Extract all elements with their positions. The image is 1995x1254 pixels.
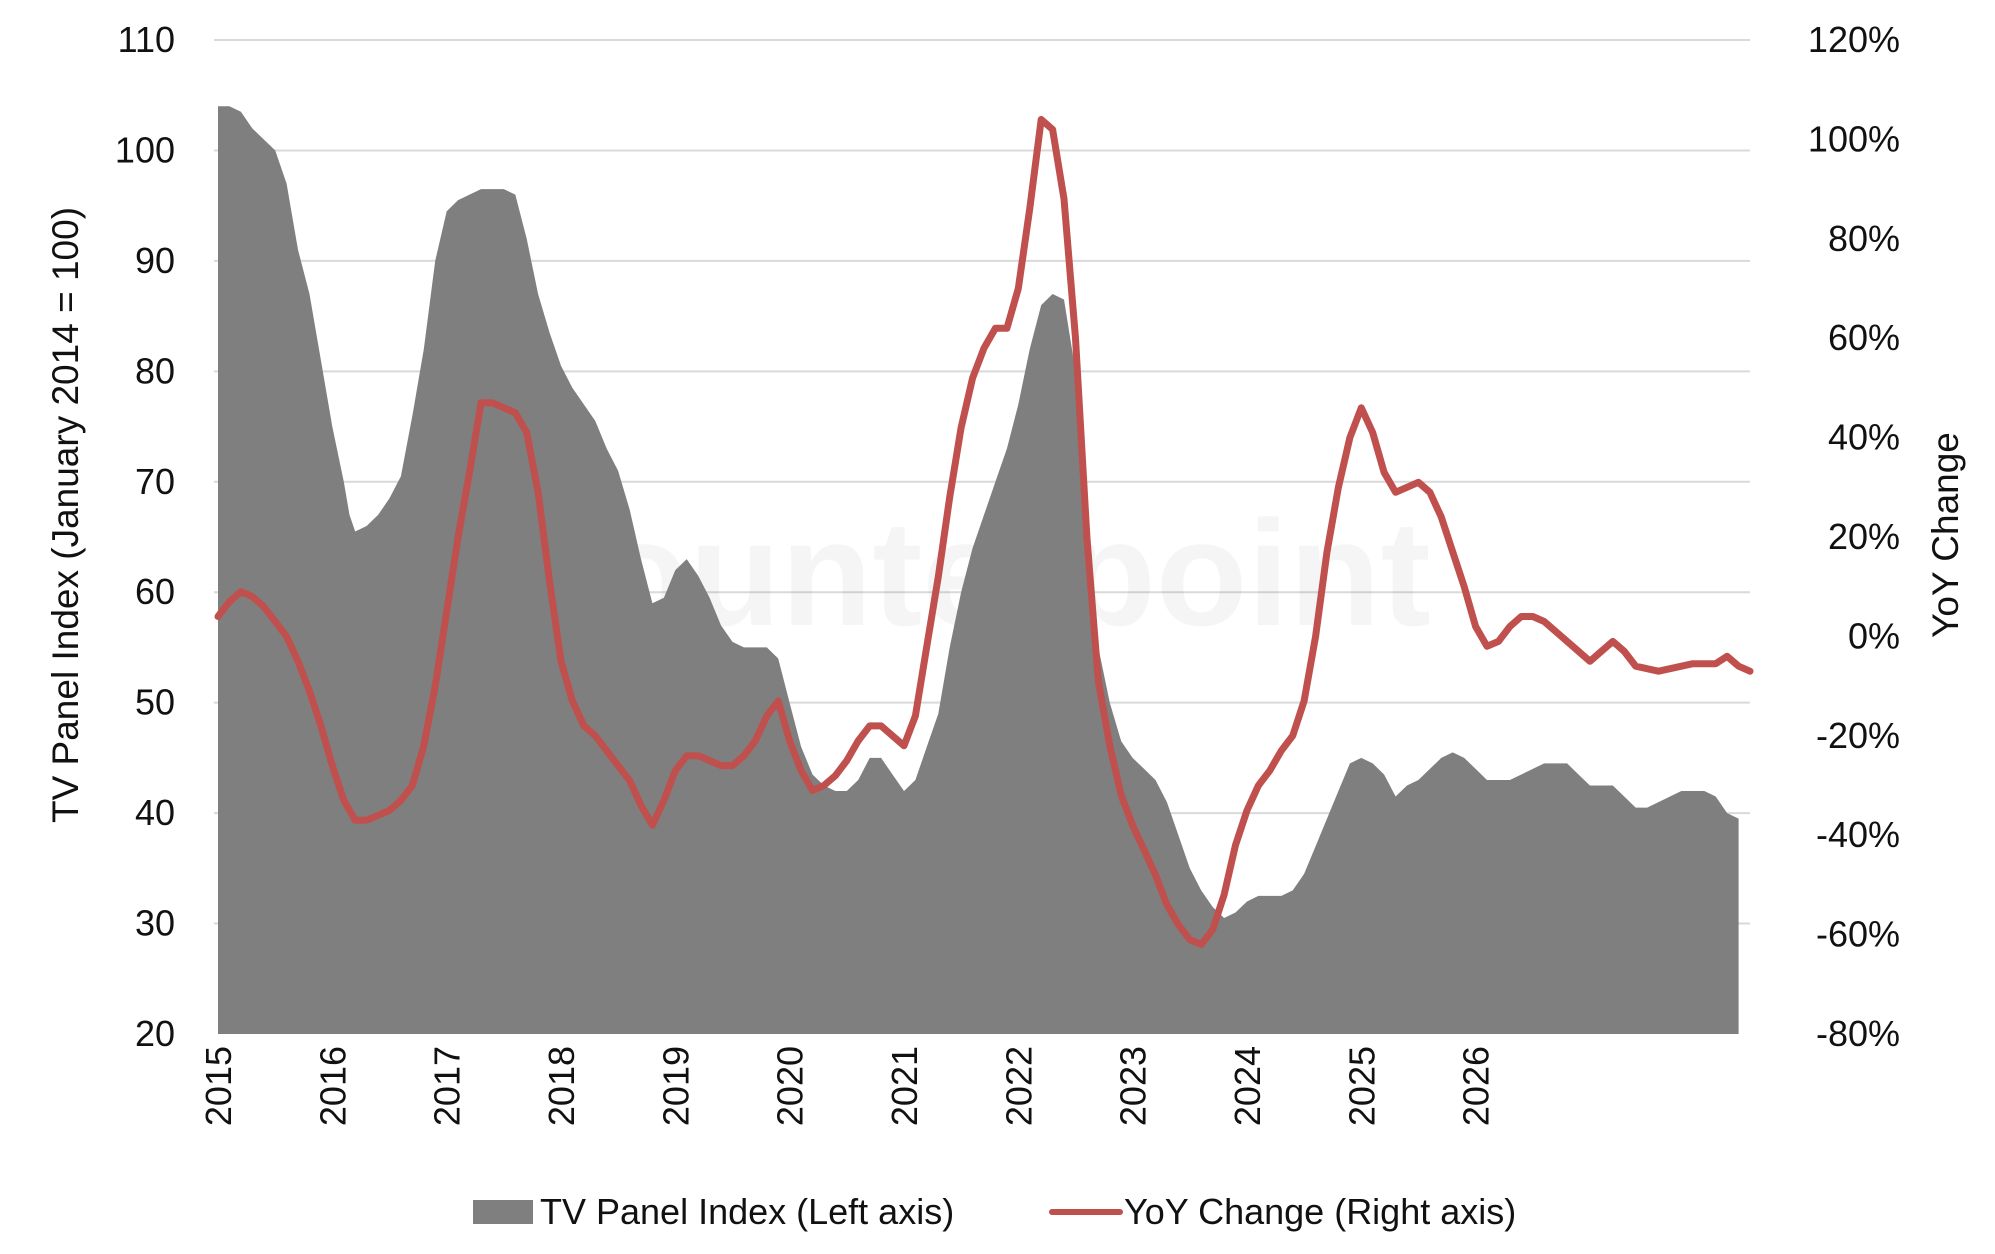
right-tick-label: -80% <box>1816 1013 1900 1054</box>
legend-label-yoy: YoY Change (Right axis) <box>1124 1191 1516 1232</box>
right-tick-label: -60% <box>1816 914 1900 955</box>
left-tick-label: 110 <box>118 19 175 60</box>
right-tick-label: 0% <box>1848 615 1900 656</box>
right-axis-ticks: -80% -60% -40% -20% 0% 20% 40% 60% 80% 100% 120% <box>1808 19 1900 1054</box>
right-tick-label: 100% <box>1808 118 1900 159</box>
x-tick-label: 2023 <box>1113 1046 1154 1126</box>
left-tick-label: 70 <box>135 461 175 502</box>
legend-label-index: TV Panel Index (Left axis) <box>540 1191 954 1232</box>
right-tick-label: 20% <box>1828 516 1900 557</box>
left-tick-label: 60 <box>135 571 175 612</box>
x-tick-label: 2026 <box>1456 1046 1497 1126</box>
left-tick-label: 100 <box>115 129 175 170</box>
index-area-fill <box>218 106 1739 1035</box>
yoy-line-series <box>214 116 1754 948</box>
left-tick-label: 30 <box>135 903 175 944</box>
x-axis-ticks: 2015 2016 2017 2018 2019 2020 2021 2022 2023 2024… <box>198 1046 1497 1126</box>
x-tick-label: 2015 <box>198 1046 239 1126</box>
x-tick-label: 2024 <box>1227 1046 1268 1126</box>
legend-swatch-index <box>473 1200 533 1224</box>
left-tick-label: 20 <box>135 1013 175 1054</box>
yoy-line-path <box>214 116 1754 948</box>
right-tick-label: 60% <box>1828 317 1900 358</box>
x-tick-label: 2022 <box>998 1046 1039 1126</box>
left-tick-label: 40 <box>135 792 175 833</box>
index-area-series <box>218 106 1739 1035</box>
right-tick-label: 40% <box>1828 417 1900 458</box>
left-axis-ticks: 20 30 40 50 60 70 80 90 100 110 <box>115 19 175 1054</box>
x-tick-label: 2018 <box>541 1046 582 1126</box>
legend: TV Panel Index (Left axis) YoY Change (R… <box>473 1191 1516 1232</box>
x-tick-label: 2020 <box>770 1046 811 1126</box>
right-tick-label: -40% <box>1816 814 1900 855</box>
x-tick-label: 2017 <box>427 1046 468 1126</box>
x-tick-label: 2016 <box>312 1046 353 1126</box>
right-tick-label: 80% <box>1828 218 1900 259</box>
x-tick-label: 2019 <box>655 1046 696 1126</box>
x-tick-label: 2025 <box>1341 1046 1382 1126</box>
right-axis-title: YoY Change <box>1925 432 1966 638</box>
left-axis-title: TV Panel Index (January 2014 = 100) <box>45 207 86 823</box>
left-tick-label: 80 <box>135 350 175 391</box>
right-tick-label: 120% <box>1808 19 1900 60</box>
x-tick-label: 2021 <box>884 1046 925 1126</box>
left-tick-label: 50 <box>135 682 175 723</box>
left-tick-label: 90 <box>135 240 175 281</box>
right-tick-label: -20% <box>1816 715 1900 756</box>
